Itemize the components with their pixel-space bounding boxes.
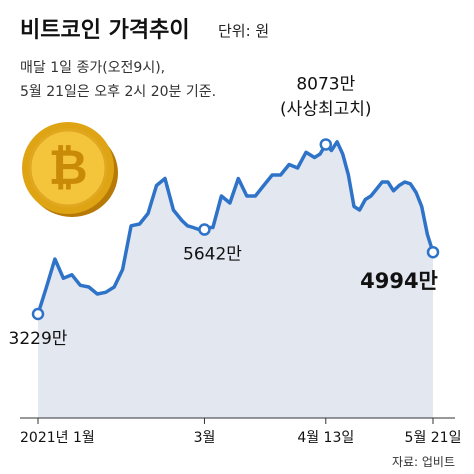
- data-label: 3229만: [9, 329, 68, 349]
- price-area: [38, 141, 433, 419]
- plot-area: [31, 138, 440, 419]
- bitcoin-coin-icon: ₿: [22, 122, 118, 217]
- data-label: 5642만: [183, 245, 242, 265]
- price-marker: [426, 245, 440, 259]
- subtitle-line-2: 5월 21일은 오후 2시 20분 기준.: [20, 84, 216, 100]
- data-label: 4994만: [360, 269, 438, 293]
- x-tick-label: 2021년 1월: [20, 430, 95, 446]
- source-note: 자료: 업비트: [392, 455, 455, 469]
- price-line: [36, 140, 435, 315]
- x-tick-label: 4월 13일: [297, 430, 354, 446]
- chart-title: 비트코인 가격추이: [20, 18, 190, 43]
- unit-label: 단위: 원: [218, 22, 269, 40]
- data-labels: 3229만 5642만 8073만 (사상최고치) 4994만: [9, 74, 438, 349]
- x-tick-label: 3월: [194, 430, 216, 446]
- price-marker: [319, 138, 333, 151]
- x-tick-label: 5월 21일: [405, 430, 462, 446]
- price-marker: [31, 307, 45, 321]
- x-axis: 2021년 1월 3월 4월 13일 5월 21일: [20, 417, 462, 446]
- price-marker: [198, 223, 211, 236]
- data-label: (사상최고치): [280, 99, 371, 119]
- subtitle-line-1: 매달 1일 종가(오전9시),: [20, 60, 165, 76]
- svg-text:₿: ₿: [48, 140, 87, 196]
- data-label: 8073만: [296, 74, 355, 94]
